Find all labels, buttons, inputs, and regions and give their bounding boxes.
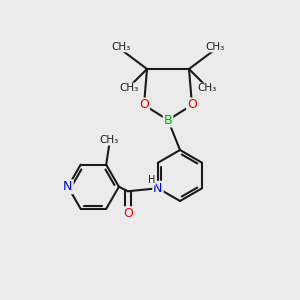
Text: CH₃: CH₃	[197, 83, 217, 94]
Text: O: O	[187, 98, 197, 112]
Text: N: N	[63, 180, 73, 193]
Text: B: B	[164, 113, 172, 127]
Text: CH₃: CH₃	[100, 135, 119, 145]
Text: N: N	[153, 182, 163, 195]
Text: O: O	[123, 207, 133, 220]
Text: CH₃: CH₃	[119, 83, 139, 94]
Text: CH₃: CH₃	[112, 41, 131, 52]
Text: O: O	[139, 98, 149, 112]
Text: H: H	[148, 175, 155, 185]
Text: CH₃: CH₃	[205, 41, 224, 52]
